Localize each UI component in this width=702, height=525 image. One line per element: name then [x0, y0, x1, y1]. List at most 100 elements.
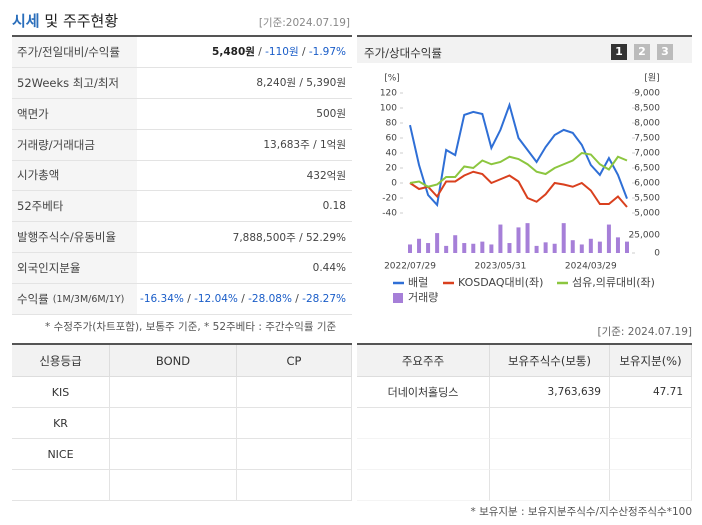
table-cell	[110, 408, 237, 439]
row-label: 수익률 (1M/3M/6M/1Y)	[12, 284, 137, 315]
row-value: 5,480원 / -110원 / -1.97%	[137, 37, 352, 68]
volume-bar	[552, 243, 557, 253]
row-label: 52Weeks 최고/최저	[12, 67, 137, 99]
chart-title: 주가/상대수익률	[364, 46, 442, 60]
value-part: /	[291, 293, 303, 306]
table-cell: KIS	[12, 377, 110, 408]
y-unit: [%]	[384, 74, 400, 84]
row-label: 시가총액	[12, 160, 137, 192]
table-cell	[110, 439, 237, 470]
row-label: 거래량/거래대금	[12, 129, 137, 161]
volume-bar	[516, 227, 521, 253]
y-tick-label: 60	[386, 134, 398, 144]
label-text: 시가총액	[17, 168, 60, 183]
volume-bar	[453, 235, 458, 253]
y2-tick-label: 7,500	[634, 134, 660, 144]
y-tick-label: 0	[391, 179, 397, 189]
table-cell	[357, 470, 490, 501]
volume-bar	[606, 224, 611, 253]
value-part: /	[254, 45, 266, 58]
legend-label: 거래량	[408, 291, 438, 304]
series-line	[409, 170, 628, 208]
y2-tick-label: 5,500	[634, 194, 660, 204]
shareholder-note: * 보유지분 : 보유지분주식수/지수산정주식수*100	[470, 506, 692, 518]
y2-tick-label: 7,000	[634, 149, 660, 159]
column-header: 주요주주	[357, 345, 490, 377]
series-line	[409, 101, 628, 208]
value-part: -16.34%	[140, 293, 184, 306]
table-cell: NICE	[12, 439, 110, 470]
row-label: 주가/전일대비/수익률	[12, 37, 137, 68]
row-value: 500원	[137, 99, 352, 130]
y2-tick-label: 6,500	[634, 164, 660, 174]
volume-bar	[597, 241, 602, 253]
table-cell	[490, 439, 610, 470]
table-cell	[490, 408, 610, 439]
vol-tick-label: 25,000	[629, 231, 661, 241]
label-text: 수익률	[17, 292, 49, 307]
chart-tab[interactable]: 1	[611, 44, 627, 60]
table-cell	[237, 377, 352, 408]
y-tick-label: -20	[382, 194, 397, 204]
y2-unit: [원]	[644, 73, 659, 84]
chart-tab[interactable]: 3	[657, 44, 673, 60]
table-cell	[610, 439, 692, 470]
row-value: 432억원	[137, 161, 352, 192]
vol-tick-label: 0	[654, 249, 660, 259]
value-part: -110원	[265, 46, 299, 59]
table-cell	[110, 377, 237, 408]
value-part: -12.04%	[194, 293, 238, 306]
row-value: -16.34% / -12.04% / -28.08% / -28.27%	[137, 284, 352, 315]
y2-tick-label: 5,000	[634, 209, 660, 219]
volume-bar	[625, 241, 629, 253]
volume-bar	[534, 245, 539, 253]
top-rule	[12, 343, 352, 345]
volume-bar	[588, 238, 593, 253]
table-cell: 47.71	[610, 377, 692, 408]
label-text: 52주베타	[17, 199, 64, 214]
x-tick-label: 2024/03/29	[565, 262, 617, 272]
title-rest: 및 주주현황	[44, 12, 119, 30]
value-part: /	[183, 293, 195, 306]
volume-bar	[615, 237, 620, 253]
column-header: BOND	[110, 345, 237, 377]
volume-bar	[426, 243, 431, 253]
row-value: 13,683주 / 1억원	[137, 130, 352, 161]
y-tick-label: 120	[380, 89, 397, 99]
volume-bar	[471, 243, 476, 253]
table-cell	[12, 470, 110, 501]
volume-bar	[480, 241, 485, 253]
y2-tick-label: 8,500	[634, 104, 660, 114]
volume-bar	[408, 244, 412, 253]
y2-tick-label: 9,000	[634, 89, 660, 99]
table-cell	[610, 408, 692, 439]
table-cell	[110, 470, 237, 501]
value-part: 0.44%	[312, 262, 346, 275]
chart-tab[interactable]: 2	[634, 44, 650, 60]
volume-bar	[525, 223, 530, 253]
legend-swatch	[393, 293, 403, 303]
x-tick-label: 2022/07/29	[384, 262, 436, 272]
volume-bar	[435, 233, 440, 253]
column-header: 보유주식수(보통)	[490, 345, 610, 377]
value-part: 0.18	[322, 200, 346, 213]
table-cell	[357, 408, 490, 439]
value-part: 7,888,500주 / 52.29%	[232, 231, 346, 244]
top-rule	[357, 343, 692, 345]
row-label: 52주베타	[12, 191, 137, 223]
title-highlight: 시세	[12, 12, 40, 30]
volume-bar	[417, 238, 422, 253]
y2-tick-label: 8,000	[634, 119, 660, 129]
label-text: 발행주식수/유동비율	[17, 230, 117, 245]
volume-bar	[579, 244, 584, 253]
y2-tick-label: 6,000	[634, 179, 660, 189]
row-label: 발행주식수/유동비율	[12, 222, 137, 254]
legend-label: 배럴	[408, 276, 428, 289]
column-header: 신용등급	[12, 345, 110, 377]
value-part: 500원	[316, 108, 346, 121]
table-cell: 더네이처홀딩스	[357, 377, 490, 408]
volume-bar	[507, 243, 512, 253]
x-tick-label: 2023/05/31	[474, 262, 526, 272]
